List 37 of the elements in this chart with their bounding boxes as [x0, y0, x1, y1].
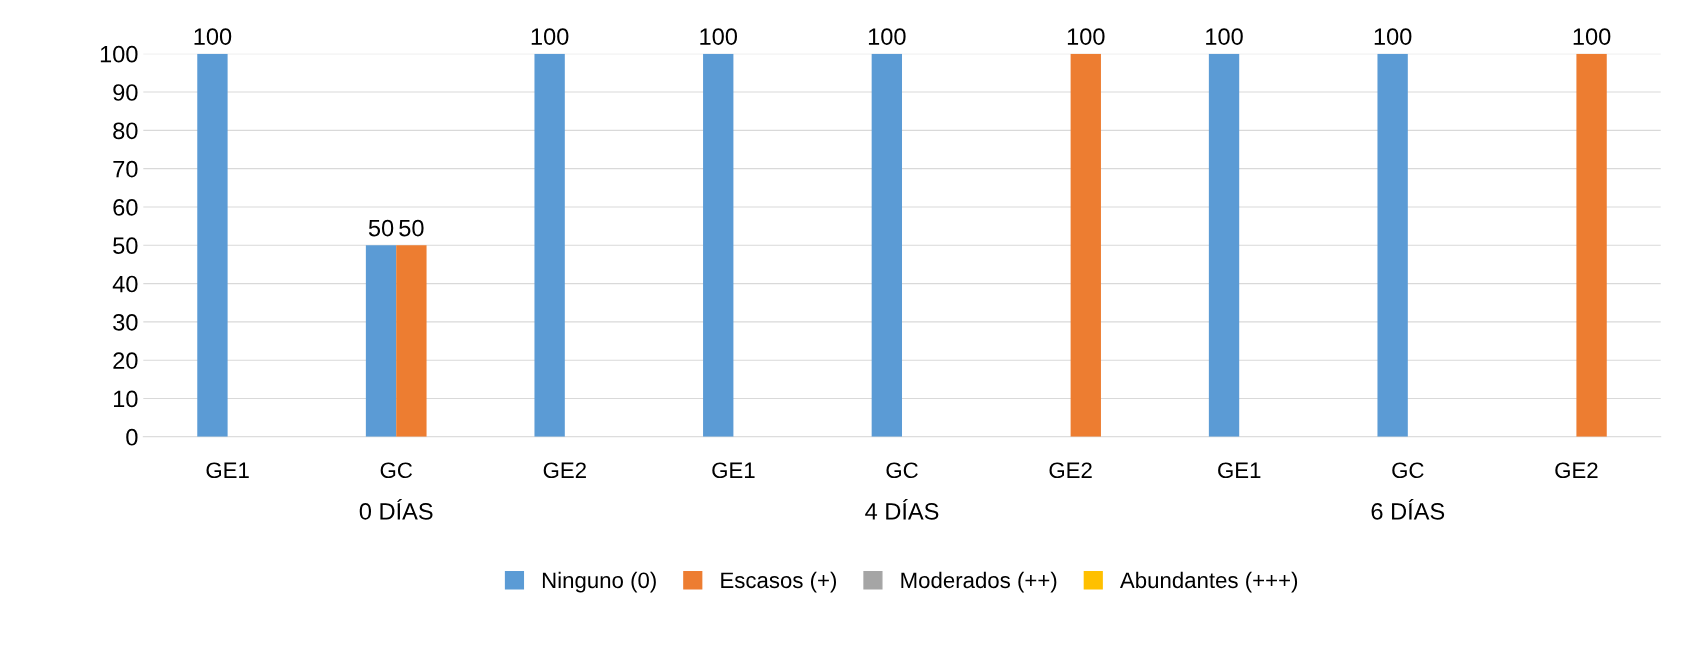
text: 6 DÍAS: [1371, 499, 1445, 520]
data-label: 50: [399, 219, 424, 237]
data-label: 100: [1206, 28, 1243, 45]
text: 4 DÍAS: [865, 499, 939, 520]
x-tick-label: GE1: [712, 462, 755, 479]
y-tick-label: 50: [113, 237, 138, 255]
y-tick-label: 20: [113, 352, 138, 369]
x-tick-label: GE2: [1555, 462, 1598, 479]
x-tick-label: GE1: [206, 462, 249, 479]
y-tick-label: 80: [113, 122, 138, 140]
data-label: 100: [1573, 28, 1611, 45]
y-tick-label: 60: [113, 199, 138, 216]
x-tick-label: GE2: [543, 462, 586, 479]
y-tick-label: 30: [113, 313, 138, 331]
x-tick-label: GE1: [1218, 462, 1261, 479]
legend-label: Moderados (++): [901, 571, 1057, 593]
y-tick-label: 90: [113, 84, 138, 101]
data-label: 100: [1374, 28, 1412, 45]
data-label: 100: [868, 28, 906, 45]
data-label: 100: [700, 28, 738, 45]
y-tick-label: 100: [100, 45, 138, 63]
x-tick-label: GC: [380, 462, 413, 479]
text: 0 DÍAS: [359, 499, 433, 520]
data-label: 100: [1067, 28, 1105, 45]
x-tick-label: GC: [1392, 462, 1424, 479]
y-tick-label: 40: [112, 275, 138, 293]
y-tick-label: 70: [113, 160, 138, 178]
legend-label: Abundantes (+++): [1119, 571, 1298, 593]
x-tick-label: GC: [886, 462, 918, 479]
y-tick-label: 0: [126, 428, 138, 446]
legend-label: Ninguno (0): [542, 571, 656, 593]
data-label: 100: [194, 28, 232, 45]
x-tick-label: GE2: [1049, 462, 1092, 479]
data-label: 100: [531, 28, 569, 45]
y-tick-label: 10: [113, 390, 138, 408]
legend-label: Escasos (+): [721, 571, 837, 593]
data-label: 50: [368, 219, 394, 237]
